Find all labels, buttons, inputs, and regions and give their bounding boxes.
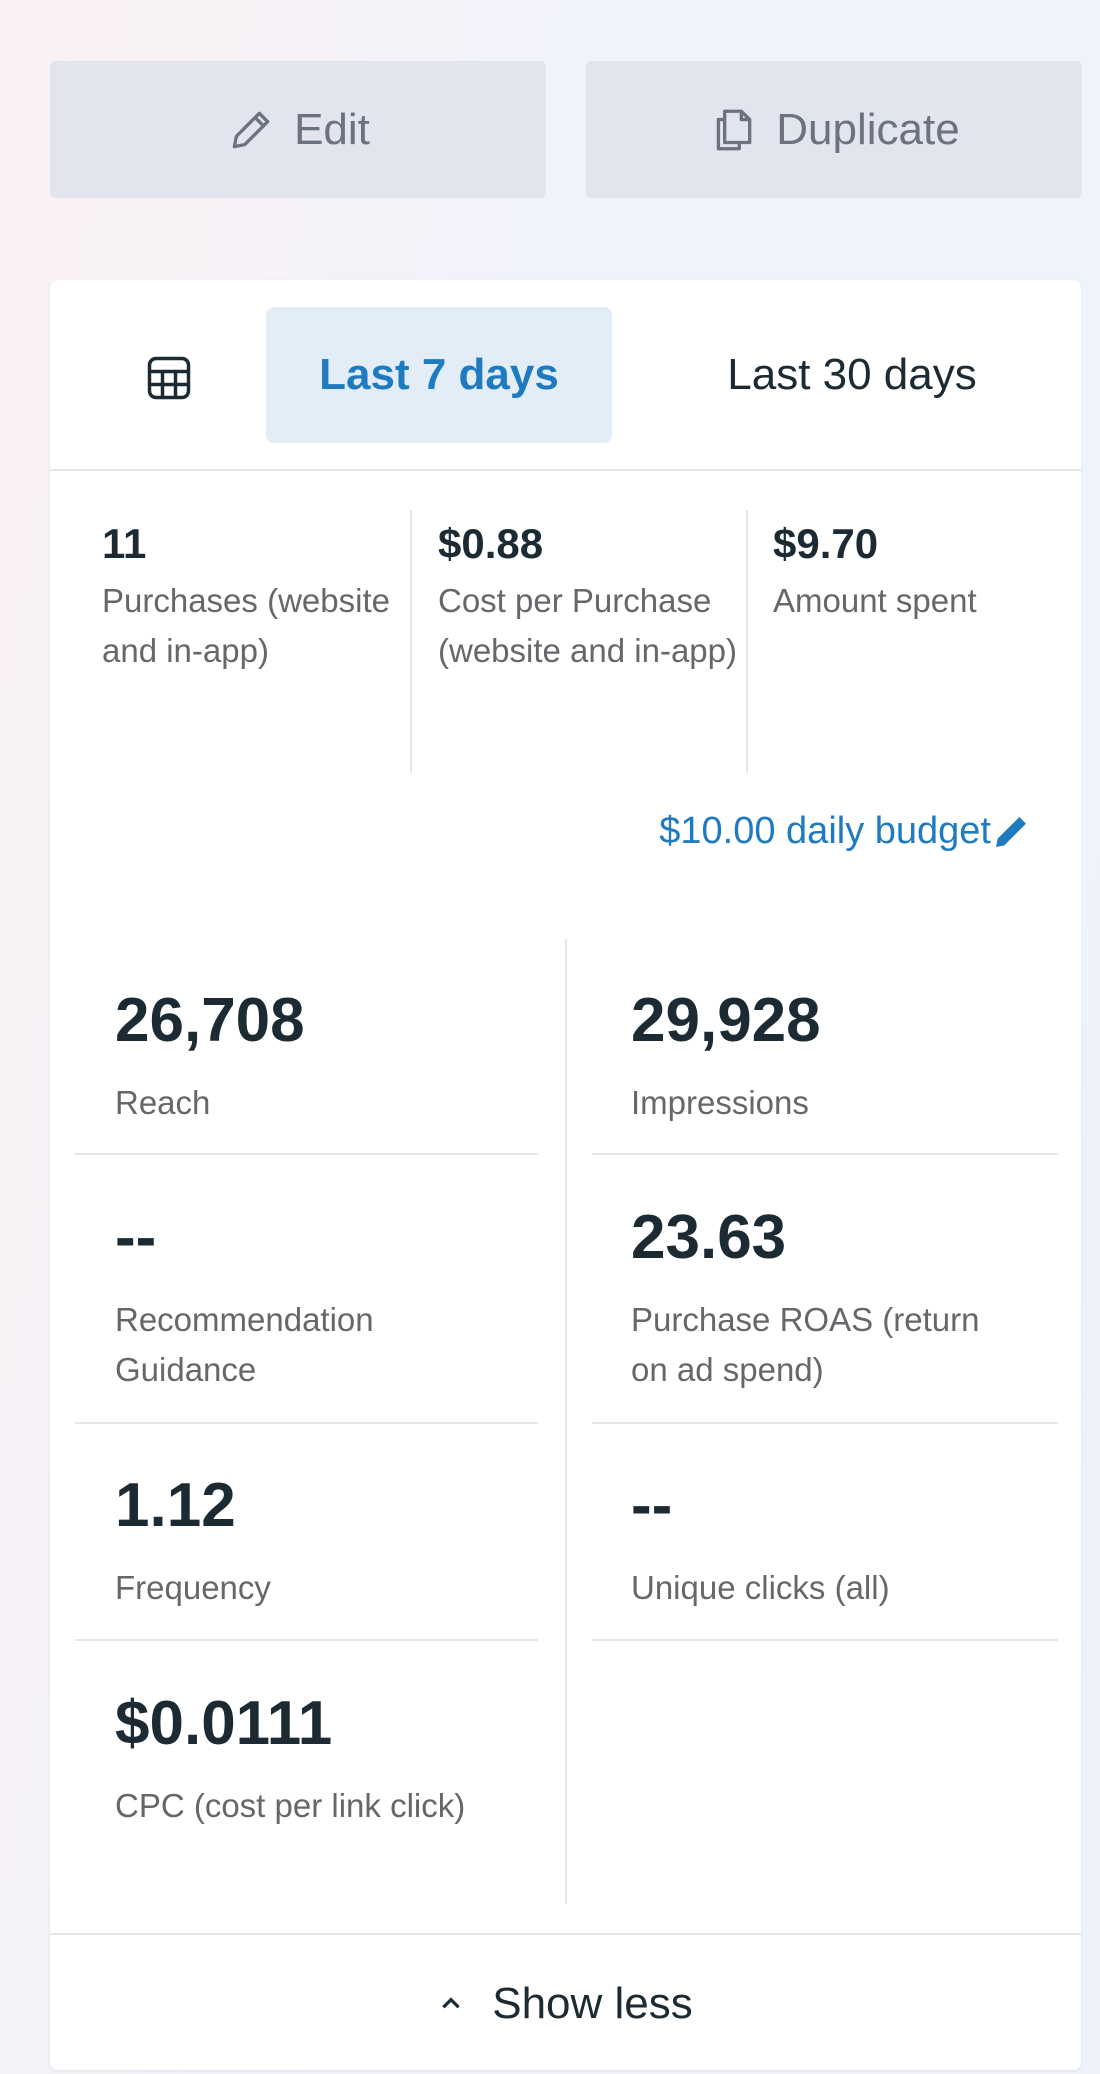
- metric-value: --: [115, 1203, 157, 1272]
- divider: [410, 510, 412, 773]
- divider: [50, 469, 1081, 471]
- metric-label: Impressions: [631, 1084, 809, 1121]
- insights-card: Last 7 days Last 30 days 11 Purchases (w…: [50, 280, 1081, 2070]
- edit-button[interactable]: Edit: [50, 61, 546, 198]
- summary-label: Cost per Purchase (website and in-app): [438, 582, 737, 669]
- divider: [75, 1422, 538, 1424]
- metric-value: 26,708: [115, 986, 305, 1055]
- summary-value: 11: [102, 520, 147, 567]
- metric: -- Unique clicks (all): [631, 1470, 991, 1613]
- show-less-label: Show less: [492, 1979, 693, 2028]
- metric-label: Frequency: [115, 1569, 271, 1606]
- duplicate-button[interactable]: Duplicate: [586, 61, 1082, 198]
- metric-value: 23.63: [631, 1203, 787, 1272]
- divider: [75, 1153, 538, 1155]
- metric: 23.63 Purchase ROAS (return on ad spend): [631, 1202, 991, 1395]
- divider: [75, 1639, 538, 1641]
- button-label: Edit: [294, 104, 370, 154]
- summary-label: Amount spent: [773, 582, 977, 619]
- summary-value: $9.70: [773, 520, 879, 567]
- metric: 29,928 Impressions: [631, 985, 991, 1128]
- budget-link[interactable]: $10.00 daily budget: [659, 810, 1031, 853]
- metric-label: Unique clicks (all): [631, 1569, 890, 1606]
- show-less-button[interactable]: Show less: [50, 1960, 1081, 2048]
- metric: -- Recommendation Guidance: [115, 1202, 475, 1395]
- divider: [592, 1422, 1058, 1424]
- metric: $0.0111 CPC (cost per link click): [115, 1688, 475, 1831]
- divider: [592, 1639, 1058, 1641]
- copy-icon: [717, 109, 752, 150]
- metric-value: $0.0111: [115, 1689, 333, 1758]
- metric-value: --: [631, 1471, 673, 1540]
- metric-label: Reach: [115, 1084, 211, 1121]
- pencil-icon: [996, 816, 1026, 847]
- tab[interactable]: Last 30 days: [727, 350, 977, 399]
- summary-item: $0.88 Cost per Purchase (website and in-…: [438, 520, 738, 676]
- summary-item: 11 Purchases (website and in-app): [102, 520, 402, 676]
- metric: 1.12 Frequency: [115, 1470, 475, 1613]
- divider: [746, 510, 748, 773]
- tab[interactable]: Last 7 days: [266, 307, 612, 443]
- metric-label: Purchase ROAS (return on ad spend): [631, 1301, 980, 1388]
- metric-label: Recommendation Guidance: [115, 1301, 374, 1388]
- summary-item: $9.70 Amount spent: [773, 520, 1073, 626]
- metric-value: 1.12: [115, 1471, 236, 1540]
- pencil-icon: [232, 111, 270, 148]
- metric-value: 29,928: [631, 986, 821, 1055]
- divider: [592, 1153, 1058, 1155]
- button-label: Duplicate: [776, 104, 960, 154]
- summary-value: $0.88: [438, 520, 544, 567]
- metric: 26,708 Reach: [115, 985, 475, 1128]
- table-icon[interactable]: [143, 352, 195, 404]
- summary-label: Purchases (website and in-app): [102, 582, 390, 669]
- divider: [565, 939, 567, 1904]
- divider: [50, 1933, 1081, 1935]
- budget-text: $10.00 daily budget: [659, 810, 991, 852]
- chevron-icon: [442, 1997, 460, 2009]
- metric-label: CPC (cost per link click): [115, 1787, 466, 1824]
